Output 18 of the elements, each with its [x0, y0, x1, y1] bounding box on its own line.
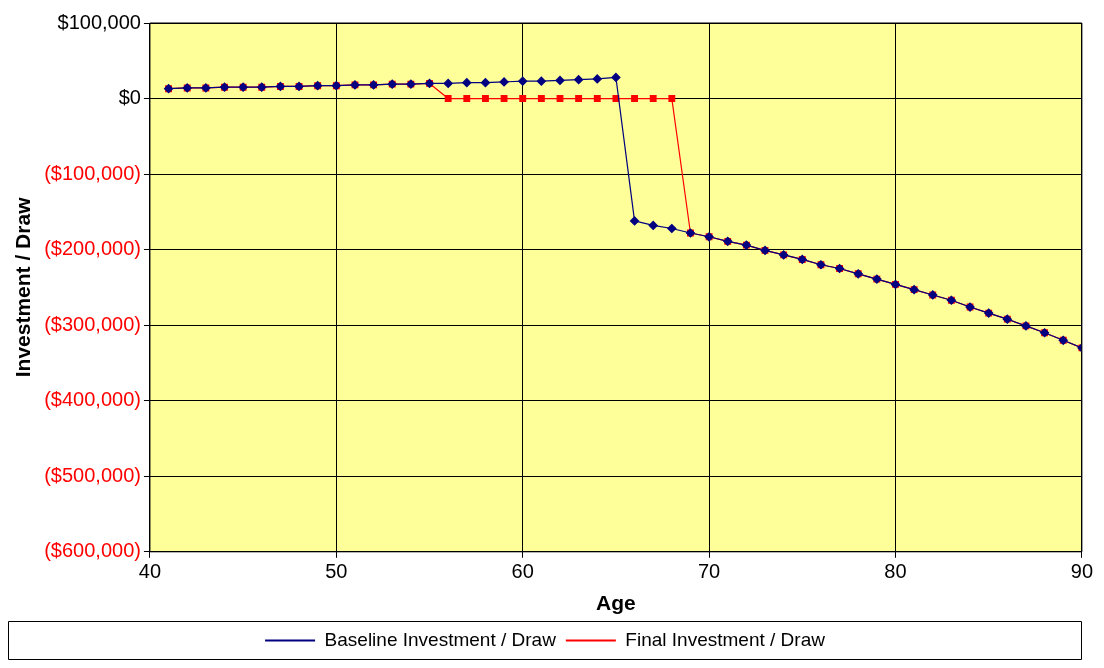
x-tick-label: 50: [325, 560, 348, 583]
y-tick-label: ($500,000): [44, 463, 141, 486]
y-tick-label: ($400,000): [44, 388, 141, 411]
x-axis-title: Age: [596, 591, 636, 615]
x-tick-label: 90: [1070, 560, 1093, 583]
legend-label: Baseline Investment / Draw: [324, 628, 557, 650]
y-tick-label: ($600,000): [44, 539, 141, 562]
y-tick-label: $100,000: [57, 10, 141, 33]
x-tick-label: 40: [138, 560, 162, 583]
y-tick-label: $0: [118, 86, 141, 109]
y-axis-title: Investment / Draw: [11, 196, 35, 378]
x-tick-label: 60: [511, 560, 534, 583]
x-tick-label: 80: [884, 560, 907, 583]
y-tick-label: ($300,000): [44, 312, 141, 335]
legend-label: Final Investment / Draw: [625, 628, 826, 650]
y-tick-label: ($100,000): [44, 161, 141, 184]
x-tick-label: 70: [697, 560, 721, 583]
y-tick-label: ($200,000): [44, 237, 141, 260]
